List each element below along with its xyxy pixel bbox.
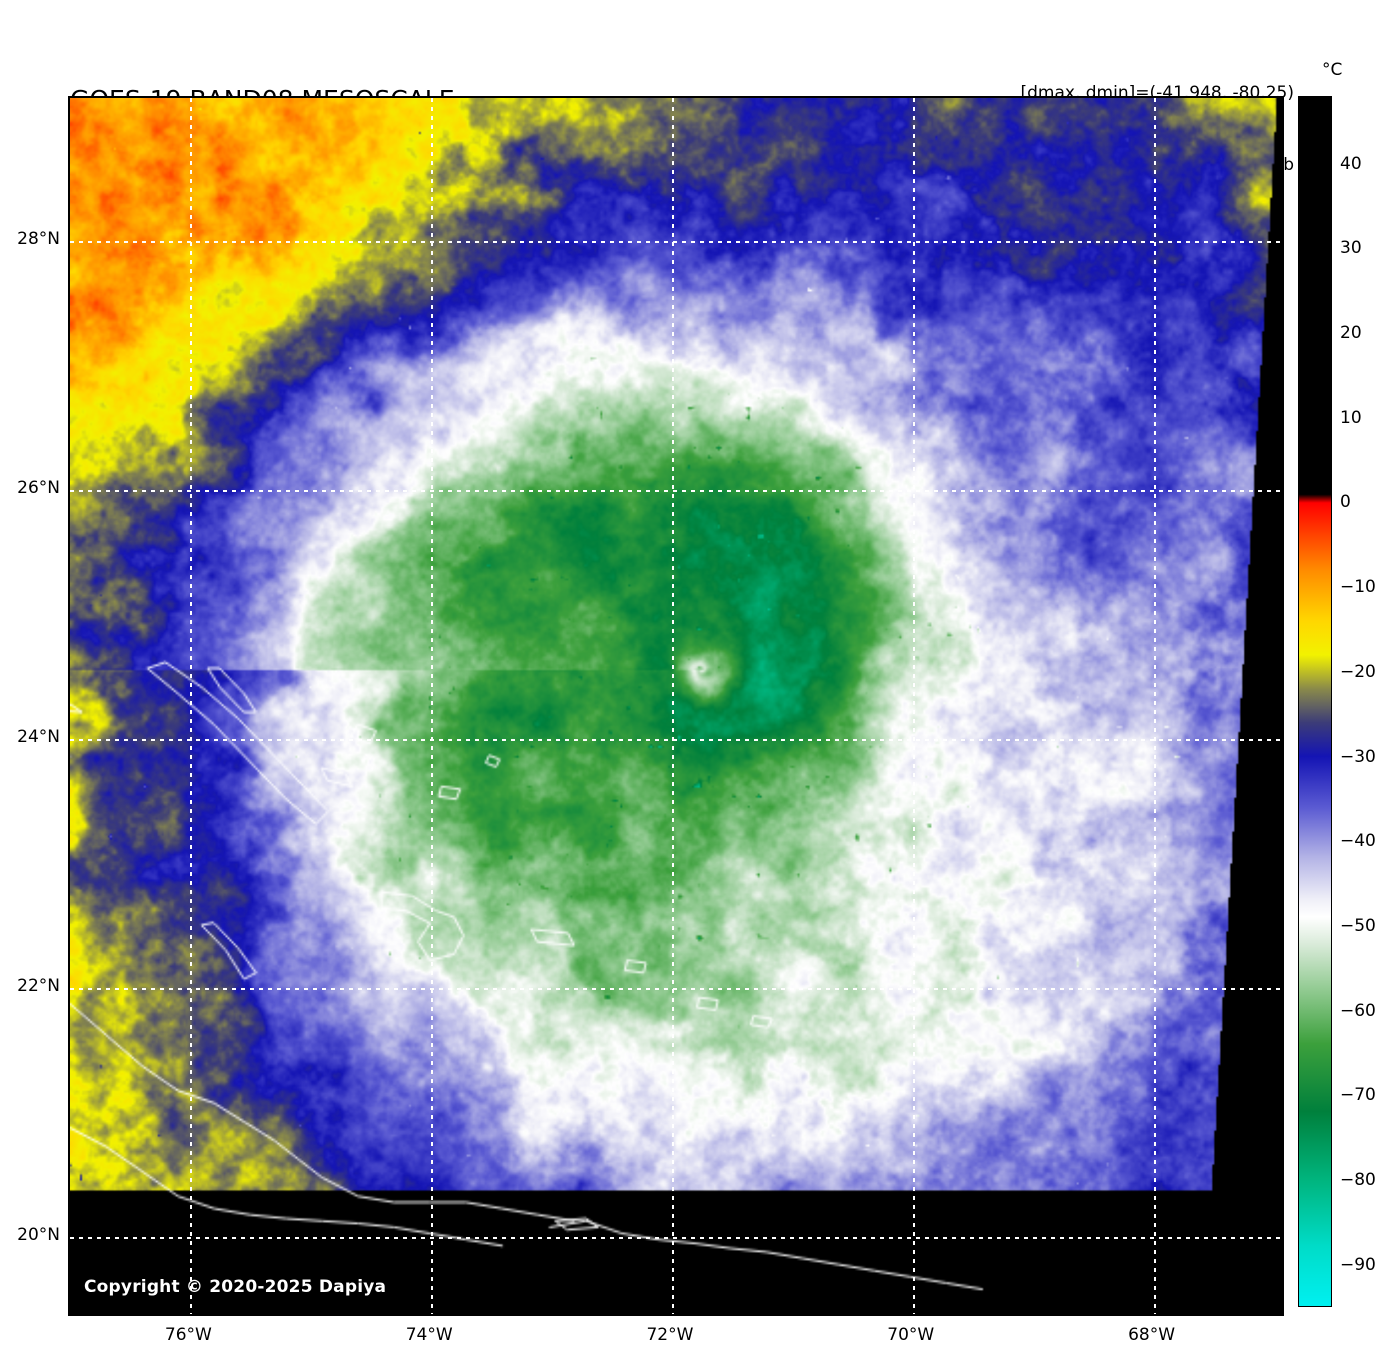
colorbar-unit-label: °C xyxy=(1322,60,1343,80)
temperature-colorbar xyxy=(1298,96,1332,1307)
y-axis-tick-label: 22°N xyxy=(17,976,60,997)
satellite-image-panel xyxy=(68,96,1284,1316)
colorbar-tick-label: 40 xyxy=(1340,153,1362,174)
x-axis-tick-label: 74°W xyxy=(405,1325,453,1345)
colorbar-tick-label: 30 xyxy=(1340,238,1362,259)
y-axis-tick-label: 24°N xyxy=(17,727,60,748)
colorbar-tick-label: −90 xyxy=(1340,1254,1376,1275)
colorbar-tick-label: −20 xyxy=(1340,661,1376,682)
satellite-imagery xyxy=(70,98,1282,1314)
colorbar-tick-label: −40 xyxy=(1340,831,1376,852)
y-axis-tick-label: 20°N xyxy=(17,1225,60,1246)
x-axis-tick-label: 70°W xyxy=(887,1325,935,1345)
colorbar-tick-label: −50 xyxy=(1340,915,1376,936)
colorbar-tick-label: −70 xyxy=(1340,1085,1376,1106)
y-axis-tick-label: 26°N xyxy=(17,478,60,499)
x-axis-tick-label: 68°W xyxy=(1128,1325,1176,1345)
colorbar-tick-label: −30 xyxy=(1340,746,1376,767)
colorbar-tick-label: −60 xyxy=(1340,1000,1376,1021)
colorbar-tick-label: 0 xyxy=(1340,492,1351,513)
colorbar-tick-label: 20 xyxy=(1340,323,1362,344)
x-axis-tick-label: 72°W xyxy=(646,1325,694,1345)
colorbar-tick-label: 10 xyxy=(1340,407,1362,428)
colorbar-gradient xyxy=(1298,96,1332,1307)
y-axis-tick-label: 28°N xyxy=(17,229,60,250)
x-axis-tick-label: 76°W xyxy=(164,1325,212,1345)
colorbar-tick-label: −10 xyxy=(1340,577,1376,598)
colorbar-tick-label: −80 xyxy=(1340,1169,1376,1190)
copyright-notice: Copyright © 2020-2025 Dapiya xyxy=(84,1277,387,1297)
